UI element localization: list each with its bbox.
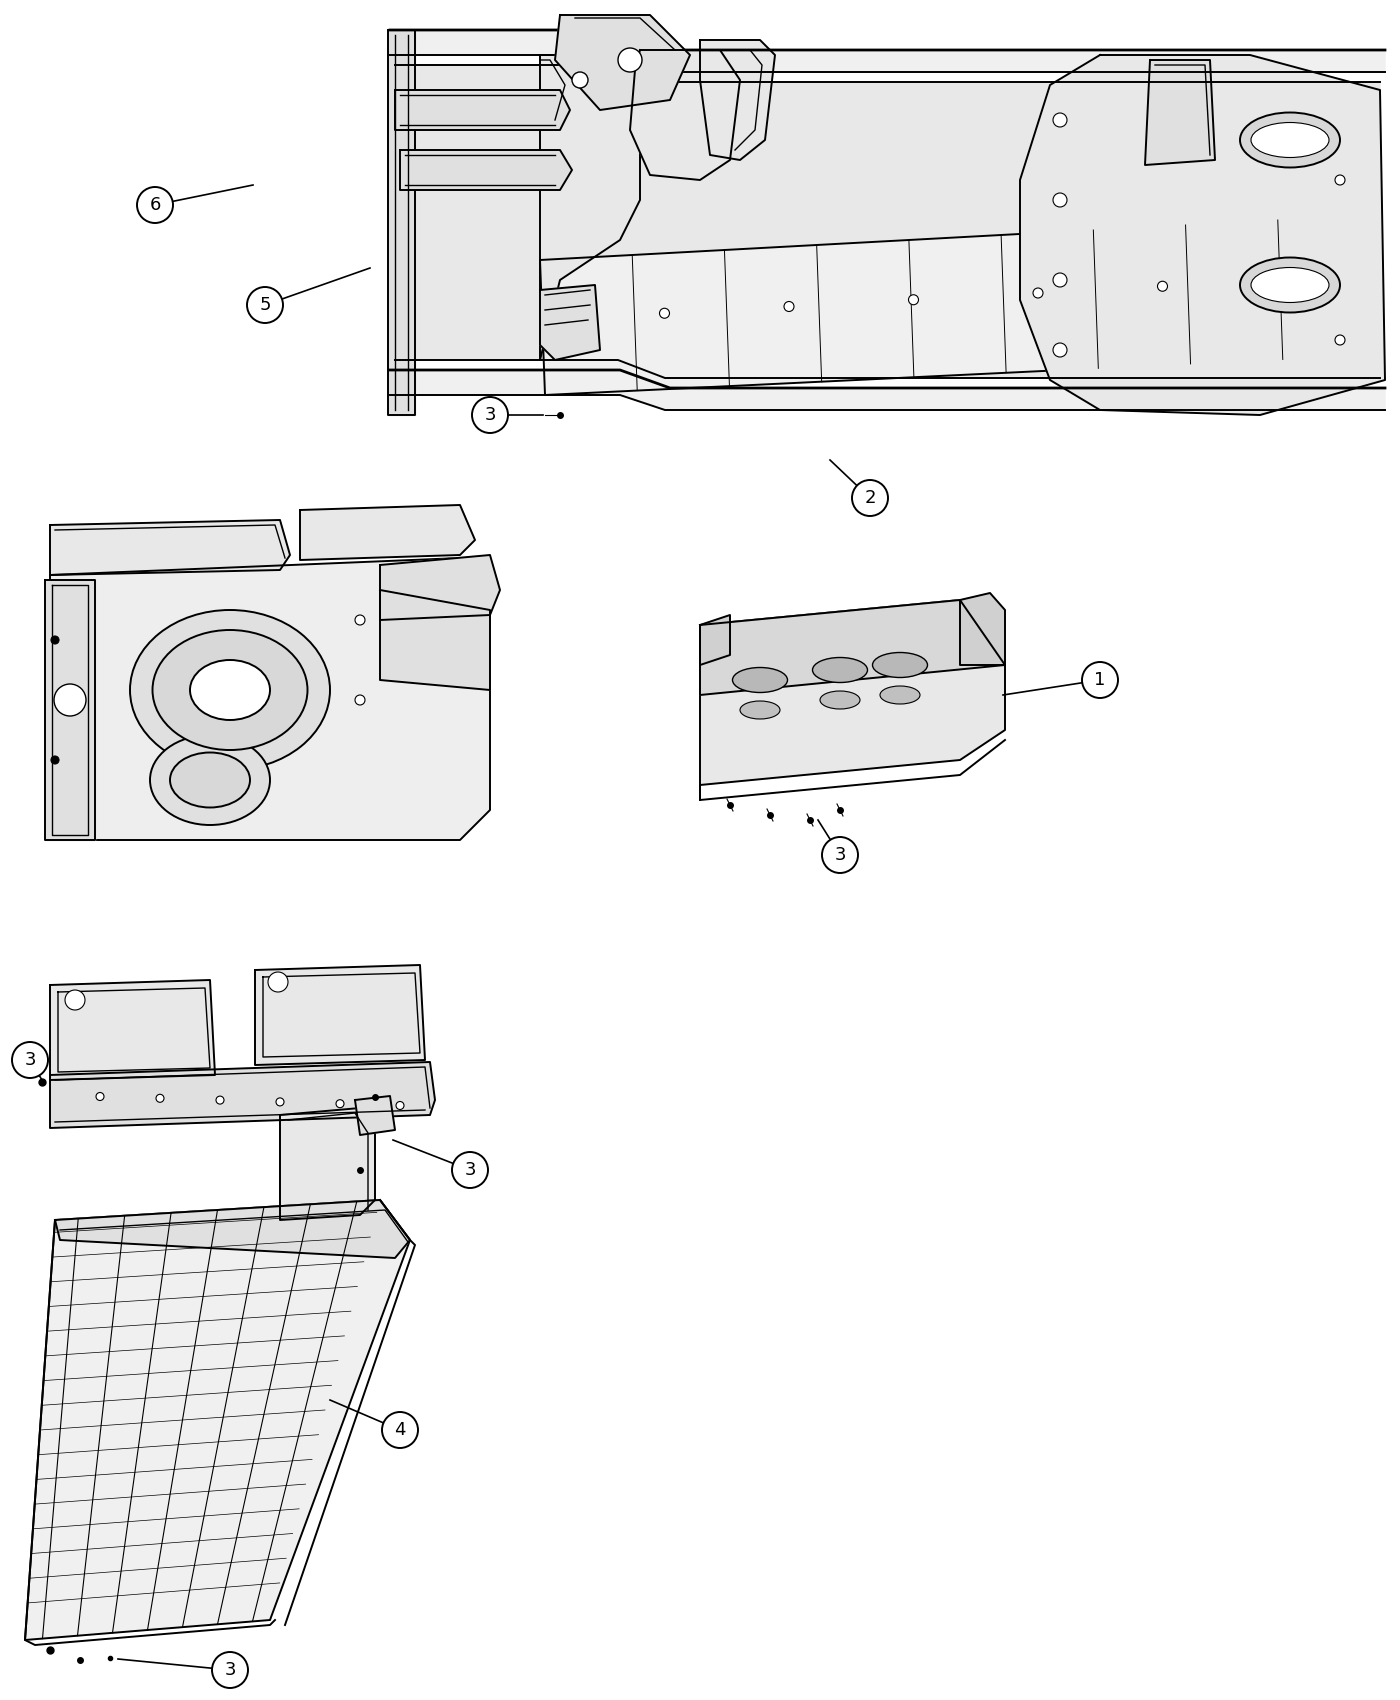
Polygon shape	[700, 615, 729, 665]
Ellipse shape	[881, 687, 920, 704]
Circle shape	[452, 1153, 489, 1188]
Polygon shape	[280, 1108, 375, 1221]
Ellipse shape	[150, 734, 270, 824]
Ellipse shape	[820, 690, 860, 709]
Polygon shape	[700, 600, 1005, 695]
Ellipse shape	[1252, 122, 1329, 158]
Circle shape	[50, 636, 59, 644]
Circle shape	[267, 972, 288, 993]
Circle shape	[356, 615, 365, 626]
Circle shape	[784, 301, 794, 311]
Polygon shape	[356, 1096, 395, 1136]
Polygon shape	[55, 1200, 410, 1258]
Text: 3: 3	[484, 406, 496, 423]
Polygon shape	[25, 1200, 410, 1640]
Polygon shape	[540, 54, 640, 360]
Circle shape	[356, 695, 365, 706]
Polygon shape	[400, 150, 573, 190]
Circle shape	[1082, 661, 1119, 699]
Text: 3: 3	[224, 1661, 235, 1680]
Circle shape	[1053, 274, 1067, 287]
Ellipse shape	[1252, 267, 1329, 303]
Circle shape	[659, 308, 669, 318]
Circle shape	[822, 836, 858, 874]
Circle shape	[853, 479, 888, 517]
Polygon shape	[300, 505, 475, 559]
Circle shape	[1053, 343, 1067, 357]
Circle shape	[396, 1102, 405, 1110]
Polygon shape	[630, 49, 741, 180]
Polygon shape	[379, 590, 490, 690]
Polygon shape	[45, 580, 95, 840]
Circle shape	[97, 1093, 104, 1100]
Polygon shape	[50, 520, 290, 575]
Polygon shape	[960, 593, 1005, 665]
Circle shape	[382, 1413, 419, 1448]
Circle shape	[573, 71, 588, 88]
Text: 2: 2	[864, 490, 876, 507]
Circle shape	[1053, 112, 1067, 128]
Text: 3: 3	[465, 1161, 476, 1180]
Circle shape	[211, 1652, 248, 1688]
Circle shape	[155, 1095, 164, 1102]
Ellipse shape	[1240, 257, 1340, 313]
Text: 6: 6	[150, 196, 161, 214]
Circle shape	[13, 1042, 48, 1078]
Circle shape	[1033, 287, 1043, 298]
Ellipse shape	[153, 631, 308, 750]
Circle shape	[276, 1098, 284, 1107]
Circle shape	[50, 756, 59, 763]
Polygon shape	[700, 41, 776, 160]
Circle shape	[336, 1100, 344, 1108]
Polygon shape	[50, 979, 216, 1080]
Text: 3: 3	[24, 1051, 36, 1069]
Circle shape	[1158, 280, 1168, 291]
Circle shape	[246, 287, 283, 323]
Circle shape	[216, 1096, 224, 1103]
Ellipse shape	[169, 753, 251, 808]
Circle shape	[1336, 335, 1345, 345]
Polygon shape	[700, 600, 1005, 785]
Polygon shape	[540, 286, 601, 360]
Ellipse shape	[1240, 112, 1340, 168]
Ellipse shape	[741, 700, 780, 719]
Polygon shape	[1021, 54, 1385, 415]
Polygon shape	[379, 554, 500, 620]
Circle shape	[137, 187, 174, 223]
Circle shape	[909, 294, 918, 304]
Circle shape	[64, 989, 85, 1010]
Polygon shape	[388, 31, 414, 415]
Circle shape	[472, 398, 508, 434]
Ellipse shape	[130, 610, 330, 770]
Text: 1: 1	[1095, 672, 1106, 688]
Polygon shape	[395, 65, 1380, 377]
Polygon shape	[50, 558, 490, 840]
Ellipse shape	[190, 660, 270, 721]
Polygon shape	[395, 90, 570, 129]
Ellipse shape	[812, 658, 868, 682]
Ellipse shape	[732, 668, 787, 692]
Circle shape	[1053, 194, 1067, 207]
Polygon shape	[391, 371, 1385, 410]
Polygon shape	[540, 214, 1375, 394]
Text: 3: 3	[834, 847, 846, 864]
Polygon shape	[554, 15, 690, 110]
Ellipse shape	[872, 653, 927, 678]
Polygon shape	[255, 966, 426, 1064]
Polygon shape	[50, 1062, 435, 1129]
Circle shape	[1336, 175, 1345, 185]
Polygon shape	[391, 31, 1385, 71]
Circle shape	[1266, 275, 1275, 286]
Circle shape	[55, 683, 85, 716]
Text: 5: 5	[259, 296, 270, 314]
Polygon shape	[1145, 60, 1215, 165]
Text: 4: 4	[395, 1421, 406, 1438]
Circle shape	[617, 48, 643, 71]
